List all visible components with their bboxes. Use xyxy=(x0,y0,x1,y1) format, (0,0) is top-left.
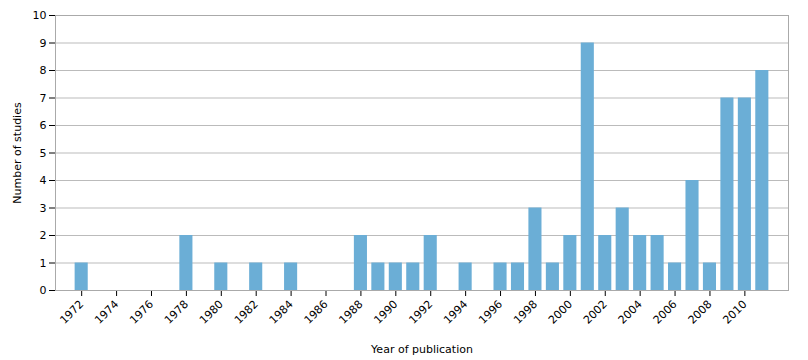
svg-text:8: 8 xyxy=(40,64,47,77)
svg-text:1990: 1990 xyxy=(371,298,400,327)
svg-text:1984: 1984 xyxy=(267,298,296,327)
svg-text:1998: 1998 xyxy=(511,298,540,327)
svg-text:1980: 1980 xyxy=(197,298,226,327)
svg-text:1972: 1972 xyxy=(57,298,86,327)
svg-text:1974: 1974 xyxy=(92,298,121,327)
svg-text:9: 9 xyxy=(40,37,47,50)
svg-text:2000: 2000 xyxy=(546,298,575,327)
svg-text:1992: 1992 xyxy=(406,298,435,327)
svg-text:1994: 1994 xyxy=(441,298,470,327)
svg-text:7: 7 xyxy=(40,92,47,105)
svg-text:4: 4 xyxy=(40,174,47,187)
svg-text:1988: 1988 xyxy=(337,298,366,327)
svg-text:Year of publication: Year of publication xyxy=(370,343,473,356)
svg-text:Number of studies: Number of studies xyxy=(11,102,24,204)
svg-text:2008: 2008 xyxy=(686,298,715,327)
svg-text:1: 1 xyxy=(40,257,47,270)
svg-text:2010: 2010 xyxy=(720,298,749,327)
svg-text:1986: 1986 xyxy=(302,298,331,327)
svg-text:1978: 1978 xyxy=(162,298,191,327)
svg-text:1996: 1996 xyxy=(476,298,505,327)
svg-text:10: 10 xyxy=(33,9,47,22)
svg-text:2004: 2004 xyxy=(616,298,645,327)
svg-text:6: 6 xyxy=(40,119,47,132)
svg-text:2: 2 xyxy=(40,229,47,242)
svg-text:1982: 1982 xyxy=(232,298,261,327)
svg-text:2006: 2006 xyxy=(651,298,680,327)
svg-text:1976: 1976 xyxy=(127,298,156,327)
svg-text:0: 0 xyxy=(40,284,47,297)
svg-text:2002: 2002 xyxy=(581,298,610,327)
svg-text:5: 5 xyxy=(40,147,47,160)
svg-text:3: 3 xyxy=(40,202,47,215)
